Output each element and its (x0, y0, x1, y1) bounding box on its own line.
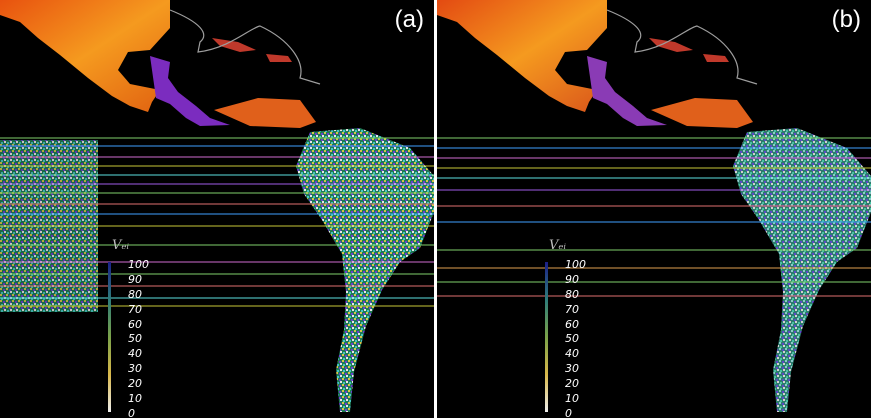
scan-stripes (0, 137, 434, 307)
coastline (169, 9, 321, 85)
scale-tick: 50 (565, 332, 579, 346)
legend-title-b: Vₑᵢ (549, 238, 567, 253)
scale-tick: 30 (565, 362, 579, 376)
scale-tick: 0 (565, 406, 572, 418)
panel-label-b: (b) (831, 6, 861, 33)
scale-tick: 60 (128, 317, 142, 331)
scale-tick: 40 (128, 347, 142, 361)
scale-tick: 80 (565, 287, 579, 301)
venezuela-region (651, 98, 753, 128)
scan-stripes (437, 137, 871, 297)
scale-tick: 0 (128, 406, 135, 418)
scale-tick: 70 (565, 302, 579, 316)
south-america-landmass (296, 128, 434, 412)
scale-tick: 40 (565, 347, 579, 361)
vegetation-map-b (437, 0, 871, 412)
legend-colorbar-b (545, 262, 548, 412)
venezuela-region (214, 98, 316, 128)
hispaniola (703, 54, 729, 62)
panel-divider (434, 0, 437, 418)
scale-tick: 90 (565, 272, 579, 286)
scale-tick: 100 (128, 258, 149, 271)
scale-tick: 50 (128, 332, 142, 346)
caribbean-islands (649, 38, 693, 52)
scale-tick: 30 (128, 362, 142, 376)
map-panel-a: (a) Vₑᵢ 100 90 80 70 60 50 40 30 20 10 0 (0, 0, 434, 418)
central-america (587, 56, 667, 126)
scale-tick: 10 (565, 392, 579, 406)
legend-colorbar-a (108, 262, 111, 412)
mexico-landmass (0, 0, 170, 112)
scale-tick: 60 (565, 317, 579, 331)
scale-tick: 90 (128, 272, 142, 286)
legend-scale-b: 100 90 80 70 60 50 40 30 20 10 0 (565, 258, 586, 418)
scale-tick: 20 (128, 377, 142, 391)
scale-tick: 100 (565, 258, 586, 271)
mexico-landmass (437, 0, 607, 112)
legend-title-a: Vₑᵢ (112, 238, 130, 253)
legend-scale-a: 100 90 80 70 60 50 40 30 20 10 0 (128, 258, 149, 418)
hispaniola (266, 54, 292, 62)
map-panel-b: (b) Vₑᵢ 100 90 80 70 60 50 40 30 20 10 0 (437, 0, 871, 418)
vegetation-map-a (0, 0, 434, 412)
panel-label-a: (a) (394, 6, 424, 33)
south-america-landmass (733, 128, 871, 412)
scale-tick: 20 (565, 377, 579, 391)
scale-tick: 80 (128, 287, 142, 301)
coastline (606, 9, 758, 85)
scale-tick: 10 (128, 392, 142, 406)
caribbean-islands (212, 38, 256, 52)
scale-tick: 70 (128, 302, 142, 316)
central-america (150, 56, 230, 126)
